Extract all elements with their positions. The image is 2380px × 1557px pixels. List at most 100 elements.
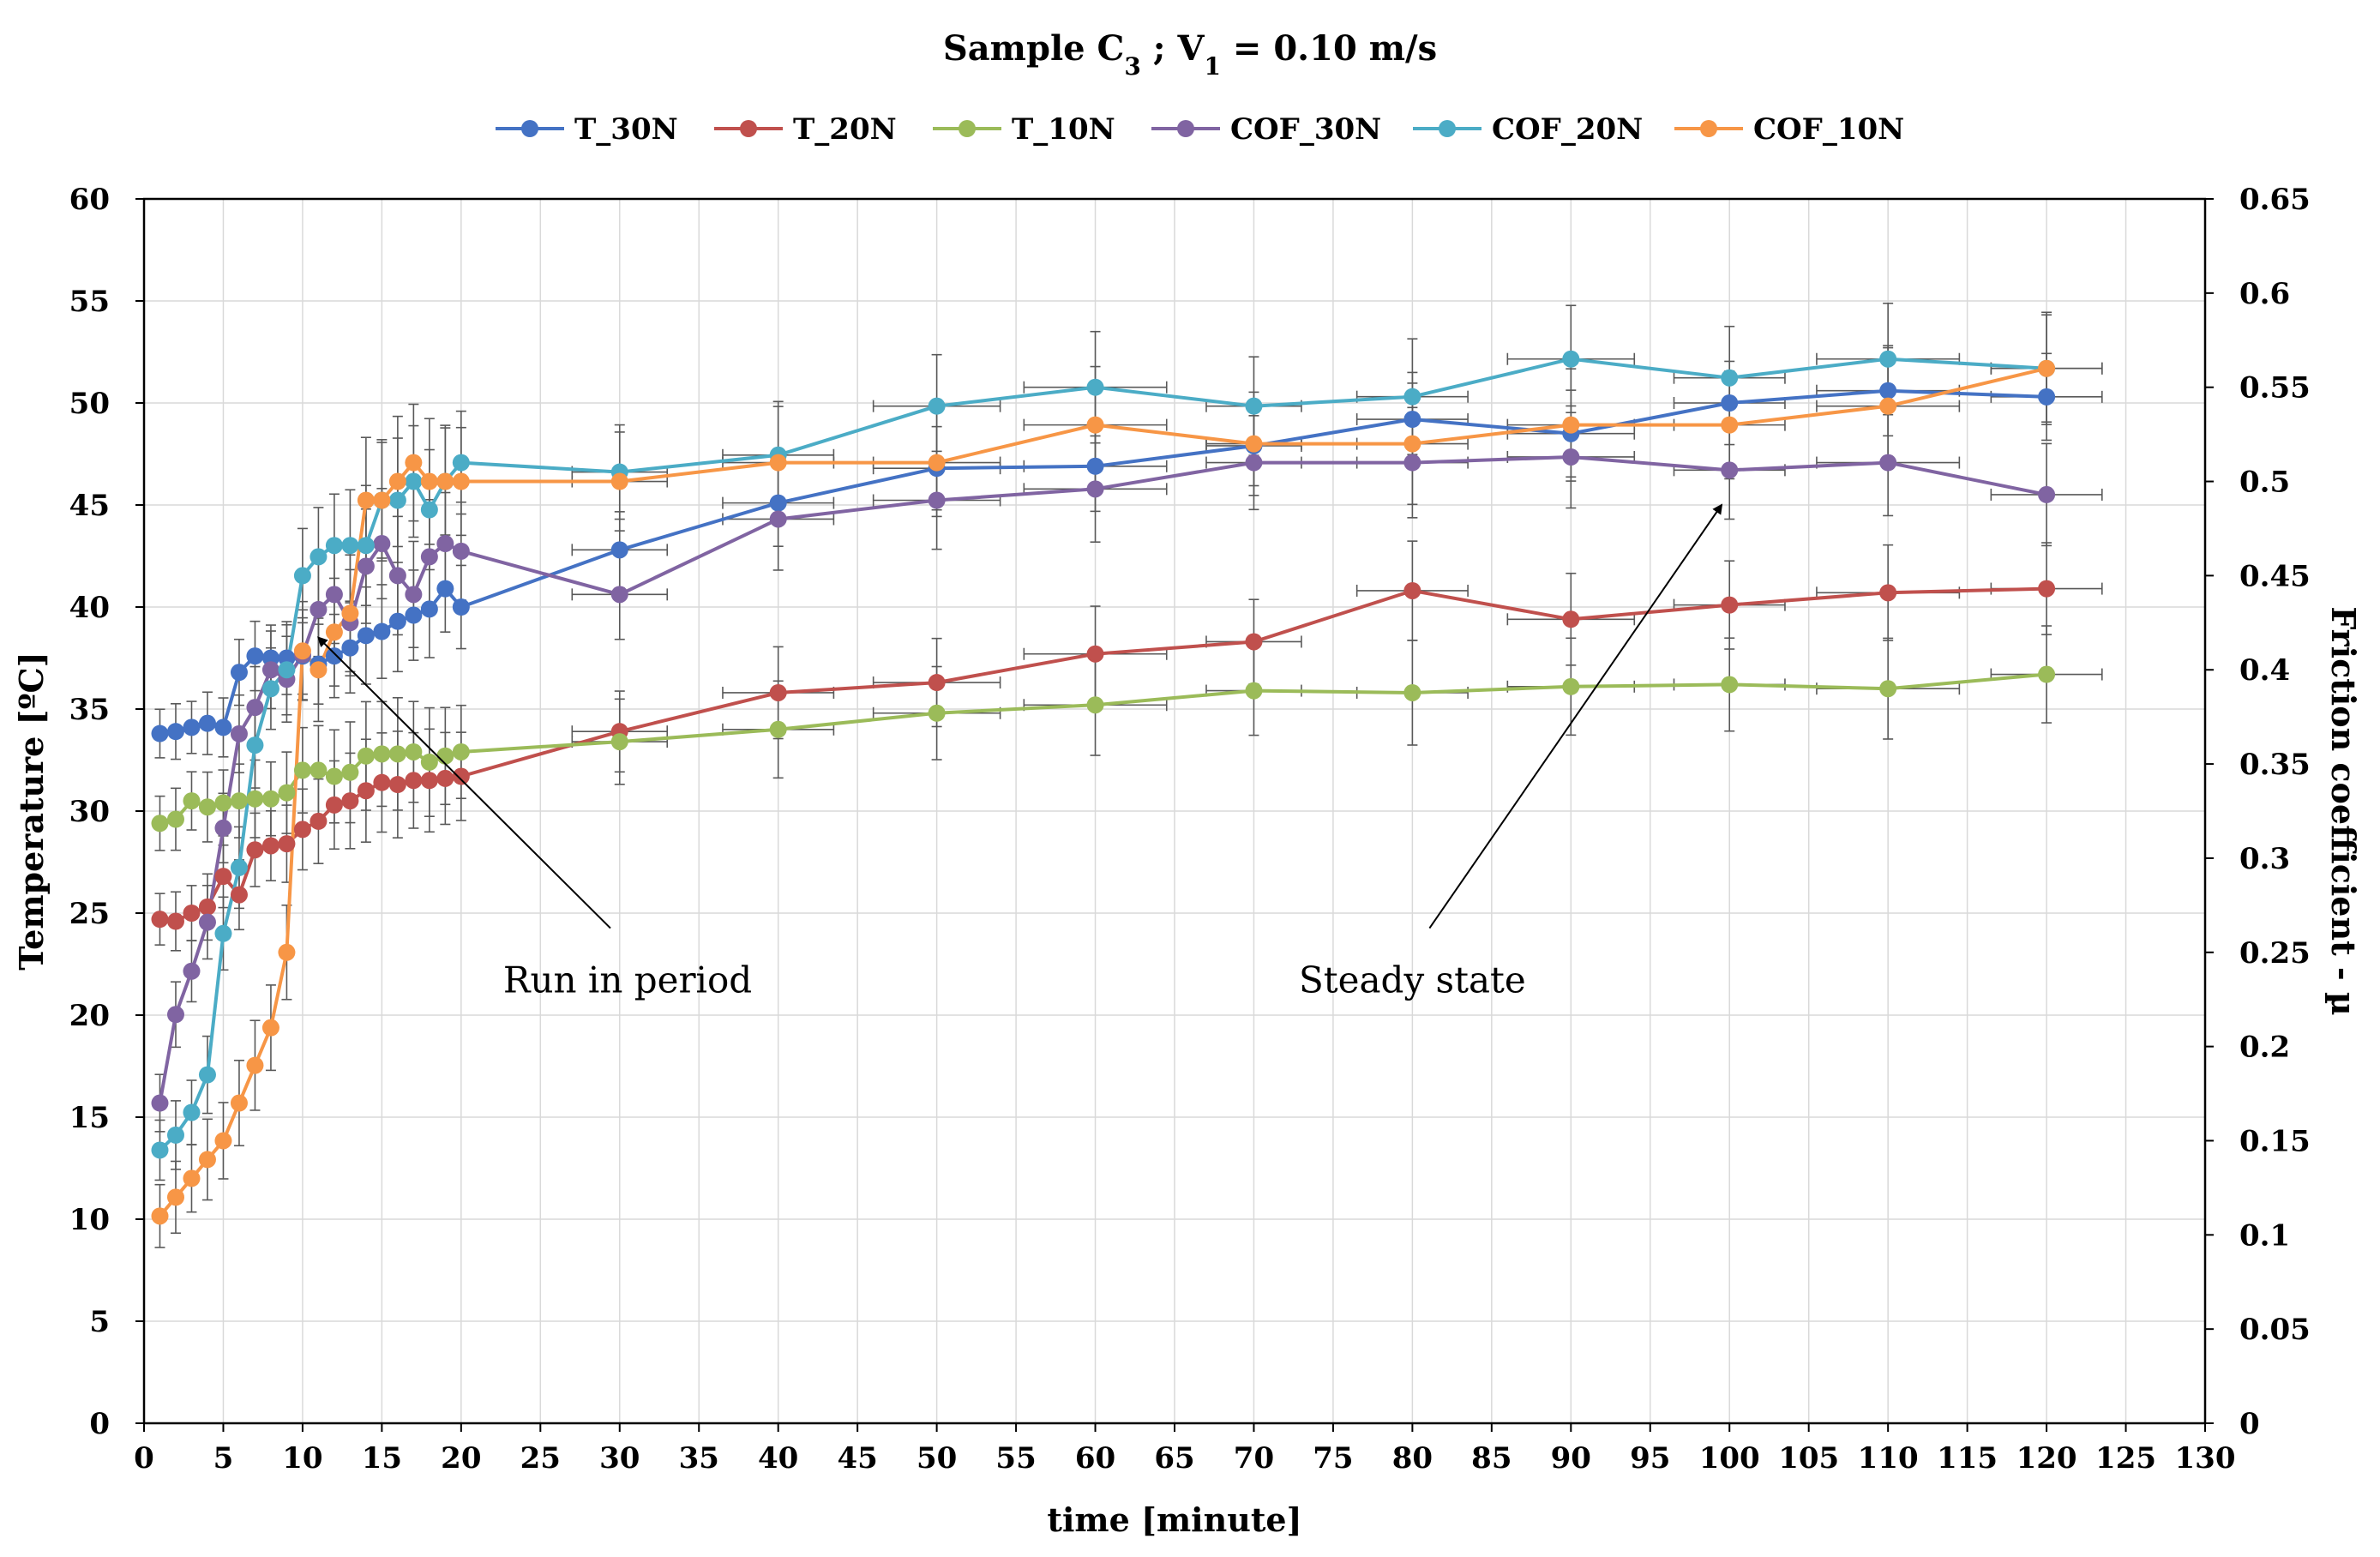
point-T_10N [357,747,375,765]
point-T_10N [373,745,391,763]
point-T_10N [436,747,454,765]
point-T_10N [278,784,296,802]
point-COF_30N [388,567,406,585]
point-T_20N [261,837,279,855]
point-COF_10N [246,1056,264,1074]
point-T_10N [1403,683,1421,701]
point-T_10N [246,790,264,808]
point-T_30N [341,639,359,657]
x-tick-label: 85 [1471,1441,1512,1476]
x-tick-label: 70 [1234,1441,1274,1476]
point-COF_10N [373,491,391,509]
left-tick-label: 35 [69,693,110,727]
left-tick-label: 5 [89,1305,110,1339]
point-T_10N [166,810,184,828]
point-T_30N [151,724,169,742]
point-COF_20N [183,1103,201,1121]
right-axis-ticks: 0 0.05 0.1 0.15 0.2 0.25 0.3 0.35 0.4 0.45 0.5 0.55… [2205,183,2311,1441]
point-COF_30N [373,535,391,553]
point-COF_10N [357,491,375,509]
point-T_30N [183,718,201,736]
point-T_10N [341,763,359,781]
x-tick-label: 105 [1778,1441,1839,1476]
x-tick-label: 10 [282,1441,322,1476]
point-COF_10N [183,1169,201,1187]
point-T_20N [357,782,375,800]
point-T_10N [405,742,423,760]
point-COF_10N [1245,435,1263,453]
point-COF_20N [214,924,232,942]
x-tick-label: 80 [1392,1441,1433,1476]
point-COF_10N [151,1207,169,1225]
point-COF_10N [341,604,359,622]
point-COF_10N [214,1132,232,1150]
annotation-label: Run in period [503,959,752,1001]
right-tick-label: 0.3 [2239,842,2290,876]
x-tick-label: 35 [679,1441,719,1476]
point-COF_20N [166,1126,184,1144]
point-COF_20N [198,1066,216,1084]
point-T_30N [278,649,296,667]
point-T_10N [310,761,328,779]
x-tick-label: 55 [995,1441,1036,1476]
right-tick-label: 0.15 [2239,1124,2311,1158]
left-tick-label: 0 [89,1407,110,1441]
point-T_10N [452,742,470,760]
point-T_10N [1562,677,1580,695]
point-T_10N [2038,665,2056,683]
point-COF_10N [769,454,787,472]
point-COF_10N [405,454,423,472]
right-tick-label: 0.6 [2239,277,2290,311]
point-T_30N [1721,394,1739,412]
point-T_10N [293,761,311,779]
left-tick-label: 40 [69,591,110,625]
point-T_10N [1245,682,1263,700]
point-T_20N [769,683,787,701]
point-T_30N [325,647,343,665]
left-axis-title: Temperature [ºC] [12,652,51,971]
point-COF_30N [1086,480,1104,498]
point-T_30N [1086,457,1104,475]
point-COF_20N [405,472,423,490]
point-T_20N [214,868,232,886]
point-COF_30N [1403,454,1421,472]
annotations: Run in period Steady state [316,503,1723,1001]
point-COF_10N [1562,416,1580,434]
point-T_30N [214,718,232,736]
x-tick-label: 5 [213,1441,234,1476]
point-COF_30N [452,542,470,560]
right-tick-label: 0.2 [2239,1031,2290,1065]
left-tick-label: 30 [69,795,110,829]
point-COF_30N [214,819,232,837]
x-tick-label: 15 [362,1441,402,1476]
point-COF_30N [769,510,787,528]
point-T_10N [1879,680,1897,698]
point-COF_20N [1879,350,1897,368]
legend-marker-T_10N [959,120,976,137]
point-COF_10N [436,472,454,490]
right-tick-label: 0.05 [2239,1313,2311,1347]
gridlines [144,199,2205,1423]
x-tick-label: 40 [758,1441,798,1476]
point-T_30N [610,541,628,559]
point-COF_10N [261,1019,279,1037]
x-tick-label: 60 [1075,1441,1115,1476]
right-tick-label: 0.35 [2239,748,2311,782]
right-tick-label: 0.45 [2239,559,2311,593]
point-T_20N [436,769,454,787]
legend-label-T_10N: T_10N [1012,112,1115,147]
right-axis-title: Friction coefficient - µ [2324,606,2363,1015]
point-T_30N [388,612,406,630]
x-tick-label: 120 [2016,1441,2077,1476]
point-T_30N [198,714,216,732]
left-tick-label: 55 [69,285,110,319]
point-COF_10N [1086,416,1104,434]
point-T_20N [230,886,248,904]
point-COF_30N [2038,485,2056,503]
point-COF_20N [388,491,406,509]
left-tick-label: 50 [69,387,110,421]
point-T_20N [151,911,169,929]
point-COF_20N [293,567,311,585]
legend-label-COF_30N: COF_30N [1230,112,1381,147]
